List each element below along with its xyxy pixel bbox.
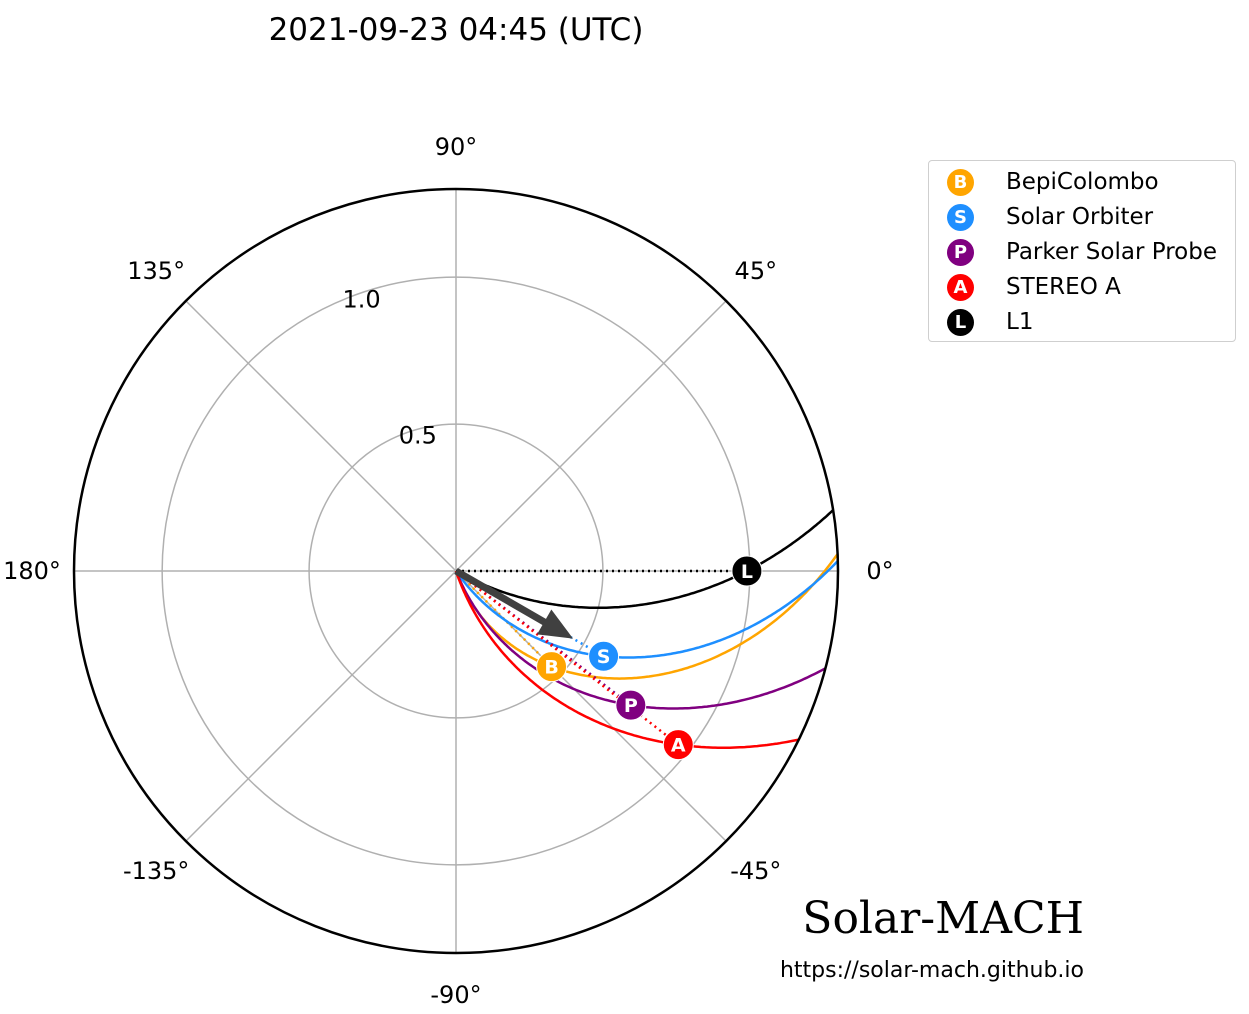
angle-gridline bbox=[455, 300, 727, 572]
body-marker-letter: L bbox=[741, 561, 753, 583]
body-marker-letter: S bbox=[597, 646, 611, 668]
angle-tick-label: 90° bbox=[435, 133, 478, 161]
field-line-a bbox=[454, 560, 838, 749]
legend-item: S Solar Orbiter bbox=[947, 202, 1153, 232]
legend-marker: S bbox=[947, 203, 974, 231]
body-marker-letter: A bbox=[671, 735, 686, 757]
legend-label: STEREO A bbox=[1006, 274, 1121, 300]
legend-item: B BepiColombo bbox=[947, 167, 1159, 197]
body-marker-l bbox=[731, 555, 763, 587]
legend-label: BepiColombo bbox=[1006, 169, 1159, 195]
body-marker-b bbox=[536, 651, 568, 683]
body-marker-s bbox=[588, 640, 620, 672]
polar-frame bbox=[72, 187, 840, 955]
body-marker-letter: P bbox=[624, 695, 638, 717]
legend-item: P Parker Solar Probe bbox=[947, 237, 1217, 267]
field-line-s bbox=[454, 214, 838, 659]
legend-label: L1 bbox=[1006, 309, 1034, 335]
angle-tick-label: 180° bbox=[3, 557, 61, 585]
brand-url: https://solar-mach.github.io bbox=[779, 958, 1084, 983]
legend-item: A STEREO A bbox=[947, 272, 1121, 302]
field-line-p bbox=[454, 387, 838, 710]
radial-gridline bbox=[308, 423, 604, 719]
brand-name: Solar-MACH bbox=[802, 893, 1084, 944]
body-marker-a bbox=[662, 729, 694, 761]
angle-gridline bbox=[185, 570, 457, 842]
connection-line-p bbox=[455, 570, 632, 707]
radial-tick-label: 0.5 bbox=[399, 421, 437, 449]
legend-label: Solar Orbiter bbox=[1006, 204, 1154, 230]
legend-item: L L1 bbox=[947, 307, 1033, 337]
angle-tick-label: 0° bbox=[866, 557, 893, 585]
chart-title: 2021-09-23 04:45 (UTC) bbox=[268, 12, 644, 48]
legend: B BepiColombo S Solar Orbiter P Parker Solar … bbox=[928, 160, 1236, 342]
field-line-b bbox=[454, 189, 838, 680]
angle-tick-label: -135° bbox=[123, 857, 189, 885]
angle-tick-label: 45° bbox=[735, 257, 778, 285]
field-line-l bbox=[455, 244, 838, 610]
legend-marker: L bbox=[947, 308, 974, 336]
legend-marker: B bbox=[947, 168, 974, 196]
angle-gridline bbox=[185, 300, 457, 572]
radial-tick-label: 1.0 bbox=[342, 286, 380, 314]
body-marker-p bbox=[615, 689, 647, 721]
angle-tick-label: -45° bbox=[730, 857, 781, 885]
angle-tick-label: -90° bbox=[430, 981, 481, 1009]
reference-arrow-head bbox=[537, 609, 574, 639]
legend-marker: A bbox=[947, 273, 974, 301]
angle-tick-label: 135° bbox=[127, 257, 185, 285]
legend-label: Parker Solar Probe bbox=[1006, 239, 1217, 265]
angle-gridline bbox=[455, 570, 727, 842]
reference-arrow-shaft bbox=[454, 567, 547, 626]
body-marker-letter: B bbox=[544, 657, 558, 679]
legend-marker: P bbox=[947, 238, 974, 266]
